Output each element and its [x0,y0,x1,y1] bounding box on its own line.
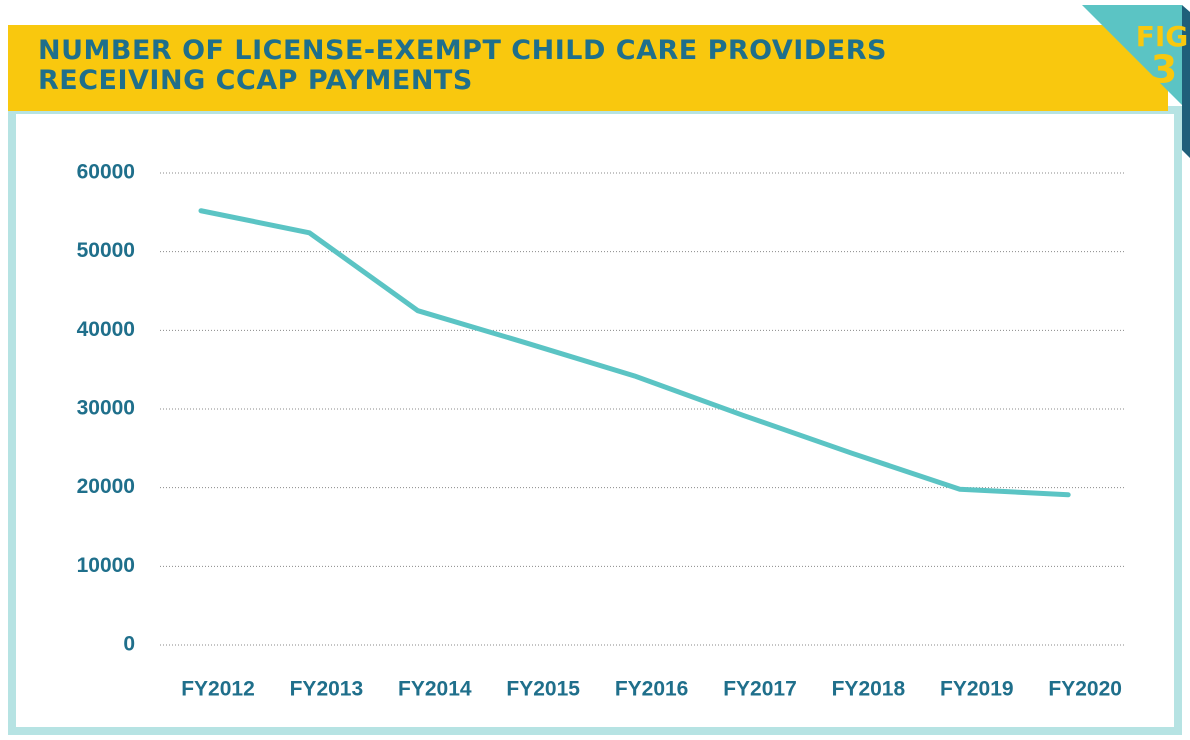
corner-tab [1082,5,1182,105]
x-tick-label: FY2020 [1048,678,1122,701]
x-tick-label: FY2015 [506,678,580,701]
y-tick-label: 20000 [77,475,135,498]
y-tick-label: 60000 [77,161,135,184]
y-tick-label: 0 [123,633,135,656]
fig-label: FIG [1136,20,1189,53]
x-tick-label: FY2017 [723,678,797,701]
frame [8,106,1182,735]
chart-title: Number of License-Exempt Child Care Prov… [38,35,887,96]
x-tick-label: FY2018 [832,678,906,701]
header-bar [8,25,1168,111]
x-tick-label: FY2013 [290,678,364,701]
corner-shadow [1182,5,1190,158]
x-tick-label: FY2019 [940,678,1014,701]
x-tick-label: FY2012 [181,678,255,701]
y-tick-label: 30000 [77,397,135,420]
y-tick-label: 40000 [77,318,135,341]
line-series [198,208,1071,498]
x-tick-label: FY2016 [615,678,689,701]
x-tick-label: FY2014 [398,678,472,701]
y-tick-label: 10000 [77,554,135,577]
y-tick-label: 50000 [77,239,135,262]
fig-number: 3 [1151,48,1177,92]
